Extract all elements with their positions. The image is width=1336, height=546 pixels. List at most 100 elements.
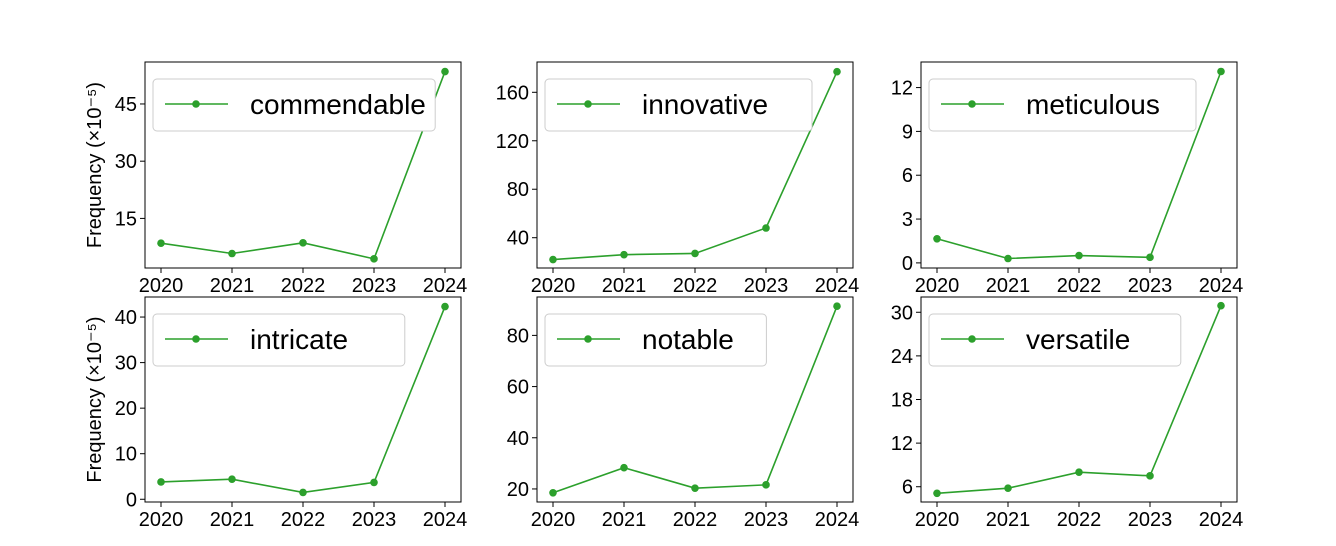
x-tick-label: 2020 — [915, 275, 960, 297]
y-tick-label: 20 — [115, 398, 137, 420]
legend-label: intricate — [250, 324, 348, 355]
data-point — [1146, 472, 1154, 480]
x-tick-label: 2024 — [423, 275, 468, 297]
x-tick-label: 2023 — [352, 275, 397, 297]
data-point — [762, 224, 770, 232]
data-point — [441, 67, 449, 76]
y-tick-label: 9 — [902, 121, 913, 143]
x-tick-label: 2023 — [1128, 509, 1173, 531]
data-point — [441, 302, 449, 311]
subplot-commendable: 2020 2021 2022 2023 2024 15 30 45 Frequency (×10… — [84, 61, 468, 297]
legend-label: commendable — [250, 89, 426, 120]
data-point — [299, 488, 307, 497]
legend-marker — [584, 335, 592, 343]
data-point — [620, 463, 628, 472]
subplot-versatile: 2020 2021 2022 2023 2024 6 12 18 24 30 versatile — [891, 296, 1244, 531]
y-tick-label: 40 — [507, 428, 529, 450]
x-tick-label: 2024 — [815, 509, 860, 531]
subplot-innovative: 2020 2021 2022 2023 2024 40 80 120 160 innovative — [496, 61, 860, 297]
x-tick-label: 2022 — [673, 275, 718, 297]
y-tick-label: 30 — [115, 353, 137, 375]
data-point — [1217, 301, 1225, 310]
legend-marker — [968, 100, 976, 108]
legend-label: innovative — [642, 89, 768, 120]
subplot-notable: 2020 2021 2022 2023 2024 20 40 60 80 notable — [507, 296, 860, 531]
y-axis-label: Frequency (×10⁻⁵) — [84, 316, 106, 482]
legend-label: notable — [642, 324, 734, 355]
y-axis-label: Frequency (×10⁻⁵) — [84, 82, 106, 248]
x-tick-label: 2022 — [1057, 509, 1102, 531]
data-point — [157, 478, 165, 486]
x-tick-label: 2020 — [139, 509, 184, 531]
y-tick-label: 12 — [891, 78, 913, 100]
x-tick-label: 2021 — [986, 509, 1031, 531]
legend-box — [152, 78, 436, 132]
data-point — [228, 475, 236, 484]
legend-marker — [192, 335, 200, 343]
x-tick-label: 2023 — [352, 509, 397, 531]
x-tick-label: 2021 — [210, 509, 255, 531]
legend-label: meticulous — [1026, 89, 1160, 120]
x-tick-label: 2020 — [915, 509, 960, 531]
y-tick-label: 40 — [507, 228, 529, 250]
x-tick-label: 2020 — [531, 509, 576, 531]
y-tick-label: 6 — [902, 165, 913, 187]
y-tick-label: 80 — [507, 179, 529, 201]
legend-box — [544, 78, 813, 132]
y-tick-label: 24 — [891, 346, 913, 368]
x-tick-label: 2022 — [281, 509, 326, 531]
data-point — [833, 302, 841, 311]
y-tick-label: 160 — [496, 82, 529, 104]
x-tick-label: 2021 — [986, 275, 1031, 297]
data-point — [549, 255, 557, 264]
data-point — [620, 250, 628, 259]
y-tick-label: 0 — [126, 489, 137, 511]
legend-box — [928, 78, 1197, 132]
data-point — [933, 489, 941, 498]
y-tick-label: 20 — [507, 479, 529, 501]
data-point — [549, 488, 557, 497]
y-tick-label: 0 — [902, 253, 913, 275]
legend-marker — [584, 100, 592, 108]
x-tick-label: 2020 — [139, 275, 184, 297]
data-point — [299, 239, 307, 247]
y-tick-label: 18 — [891, 390, 913, 412]
subplot-meticulous: 2020 2021 2022 2023 2024 0 3 6 9 12 meticulous — [891, 61, 1244, 297]
y-tick-label: 60 — [507, 377, 529, 399]
data-point — [1004, 254, 1012, 263]
x-tick-label: 2021 — [602, 275, 647, 297]
data-point — [1075, 468, 1083, 476]
data-point — [1217, 67, 1225, 76]
y-tick-label: 120 — [496, 131, 529, 153]
x-tick-label: 2024 — [815, 275, 860, 297]
data-point — [370, 478, 378, 487]
x-tick-label: 2022 — [673, 509, 718, 531]
subplot-intricate: 2020 2021 2022 2023 2024 0 10 20 30 40 Frequency (… — [84, 296, 468, 531]
data-point — [1004, 484, 1012, 492]
x-tick-label: 2023 — [1128, 275, 1173, 297]
x-tick-label: 2024 — [423, 509, 468, 531]
y-tick-label: 6 — [902, 477, 913, 499]
legend-box — [152, 313, 406, 367]
data-point — [833, 67, 841, 76]
y-tick-label: 15 — [115, 208, 137, 230]
legend-box — [544, 313, 767, 367]
data-point — [370, 255, 378, 263]
x-tick-label: 2022 — [281, 275, 326, 297]
x-tick-label: 2024 — [1199, 275, 1244, 297]
x-tick-label: 2021 — [210, 275, 255, 297]
data-point — [933, 234, 941, 243]
x-tick-label: 2024 — [1199, 509, 1244, 531]
x-tick-label: 2023 — [744, 509, 789, 531]
legend-box — [928, 313, 1182, 367]
y-tick-label: 3 — [902, 209, 913, 231]
data-point — [691, 249, 699, 258]
y-tick-label: 30 — [115, 151, 137, 173]
data-point — [228, 249, 236, 258]
data-point — [157, 239, 165, 248]
x-tick-label: 2021 — [602, 509, 647, 531]
x-tick-label: 2023 — [744, 275, 789, 297]
data-point — [1075, 251, 1083, 260]
y-tick-label: 10 — [115, 444, 137, 466]
